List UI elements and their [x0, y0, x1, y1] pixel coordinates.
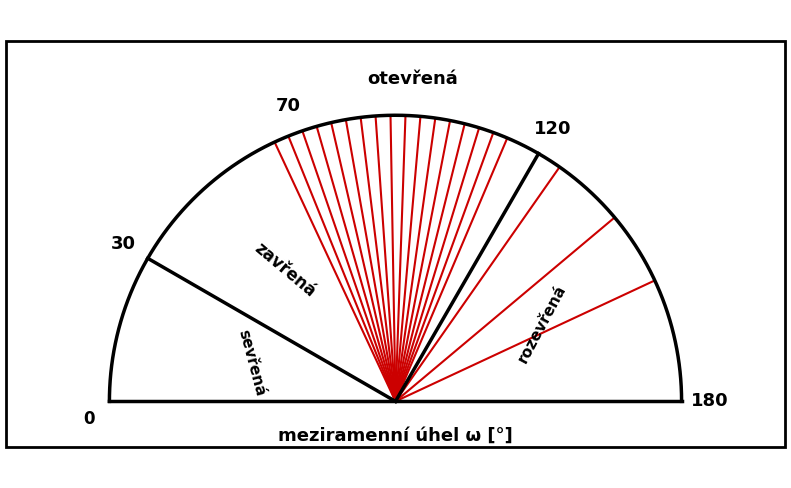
Text: 30: 30	[111, 235, 135, 253]
Text: sevřená: sevřená	[236, 328, 268, 398]
Text: rozevřená: rozevřená	[515, 282, 569, 365]
FancyBboxPatch shape	[6, 41, 785, 447]
Text: 180: 180	[691, 392, 729, 410]
Text: otevřená: otevřená	[367, 69, 458, 87]
Text: zavřená: zavřená	[251, 239, 320, 301]
Text: 70: 70	[275, 97, 301, 115]
Text: 0: 0	[84, 409, 95, 427]
Text: 120: 120	[534, 120, 572, 138]
Text: meziramenní úhel ω [°]: meziramenní úhel ω [°]	[278, 427, 513, 445]
